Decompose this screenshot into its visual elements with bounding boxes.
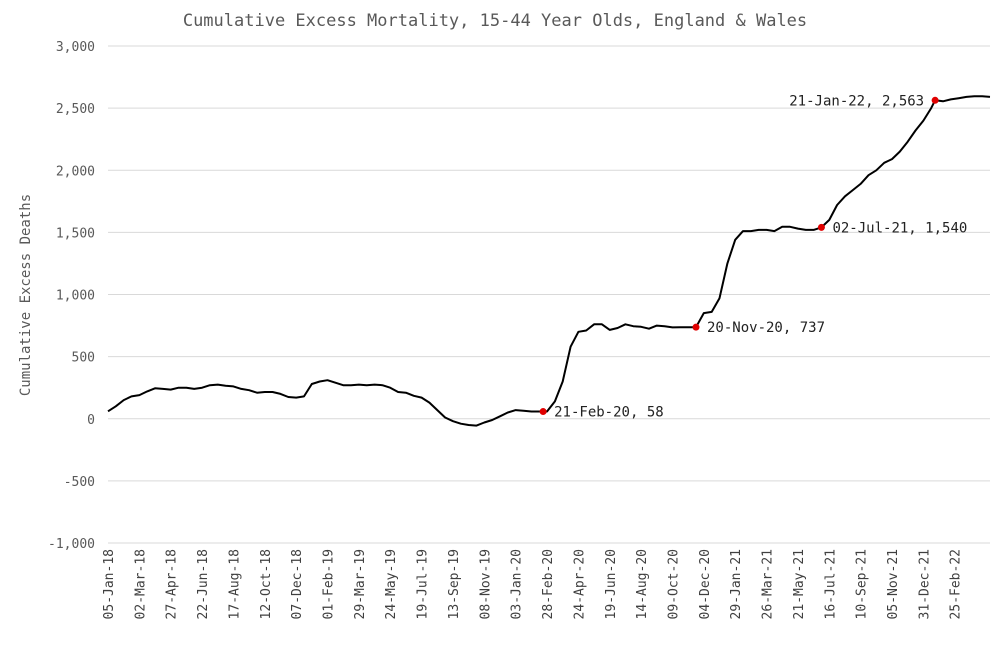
annotation-point xyxy=(931,96,939,104)
x-tick-label: 17-Aug-18 xyxy=(227,549,242,619)
x-tick-label: 22-Jun-18 xyxy=(196,549,211,619)
x-tick-label: 03-Jan-20 xyxy=(510,549,525,619)
x-tick-label: 29-Jan-21 xyxy=(729,549,744,619)
x-axis-ticks: 05-Jan-18 02-Mar-18 27-Apr-18 22-Jun-18 17-A… xyxy=(102,549,964,619)
chart-title: Cumulative Excess Mortality, 15-44 Year … xyxy=(183,11,807,31)
annotation-point xyxy=(539,408,547,416)
series-line xyxy=(107,95,991,427)
x-tick-label: 14-Aug-20 xyxy=(635,549,650,619)
annotations: 21-Feb-20, 58 20-Nov-20, 737 02-Jul-21, 1,… xyxy=(539,93,967,421)
y-tick-label: 3,000 xyxy=(56,40,95,55)
x-tick-label: 21-May-21 xyxy=(792,549,807,619)
y-tick-label: 1,000 xyxy=(56,289,95,304)
annotation-point xyxy=(692,323,700,331)
x-tick-label: 09-Oct-20 xyxy=(666,549,681,619)
x-tick-label: 12-Oct-18 xyxy=(259,549,274,619)
x-tick-label: 19-Jul-19 xyxy=(416,549,431,619)
y-tick-label: -500 xyxy=(64,475,95,490)
y-axis-label: Cumulative Excess Deaths xyxy=(18,194,34,396)
x-tick-label: 01-Feb-19 xyxy=(322,549,337,619)
x-tick-label: 24-May-19 xyxy=(384,549,399,619)
x-tick-label: 28-Feb-20 xyxy=(541,549,556,619)
annotation-label: 21-Jan-22, 2,563 xyxy=(789,93,924,109)
annotation-point xyxy=(817,223,825,231)
y-tick-label: 1,500 xyxy=(56,226,95,241)
x-tick-label: 29-Mar-19 xyxy=(353,549,368,619)
x-tick-label: 08-Nov-19 xyxy=(478,549,493,619)
x-tick-label: 02-Mar-18 xyxy=(133,549,148,619)
y-tick-label: 2,000 xyxy=(56,164,95,179)
y-tick-label: 0 xyxy=(87,413,95,428)
y-tick-label: -1,000 xyxy=(48,537,95,552)
series-layer xyxy=(107,95,991,427)
y-axis-ticks: 3,000 2,500 2,000 1,500 1,000 500 0 -500 -1,000 xyxy=(48,40,95,552)
x-tick-label: 05-Nov-21 xyxy=(886,549,901,619)
gridlines xyxy=(108,45,990,544)
x-tick-label: 19-Jun-20 xyxy=(604,549,619,619)
annotation-label: 20-Nov-20, 737 xyxy=(707,320,825,336)
annotation-label: 02-Jul-21, 1,540 xyxy=(832,220,967,236)
y-tick-label: 2,500 xyxy=(56,102,95,117)
x-tick-label: 26-Mar-21 xyxy=(761,549,776,619)
x-tick-label: 27-Apr-18 xyxy=(165,549,180,619)
x-tick-label: 04-Dec-20 xyxy=(698,549,713,619)
y-tick-label: 500 xyxy=(72,351,95,366)
x-tick-label: 25-Feb-22 xyxy=(949,549,964,619)
annotation-label: 21-Feb-20, 58 xyxy=(554,405,664,421)
x-tick-label: 24-Apr-20 xyxy=(572,549,587,619)
x-tick-label: 05-Jan-18 xyxy=(102,549,117,619)
x-tick-label: 13-Sep-19 xyxy=(447,549,462,619)
x-tick-label: 16-Jul-21 xyxy=(823,549,838,619)
x-tick-label: 07-Dec-18 xyxy=(290,549,305,619)
x-tick-label: 31-Dec-21 xyxy=(917,549,932,619)
x-tick-label: 10-Sep-21 xyxy=(855,549,870,619)
